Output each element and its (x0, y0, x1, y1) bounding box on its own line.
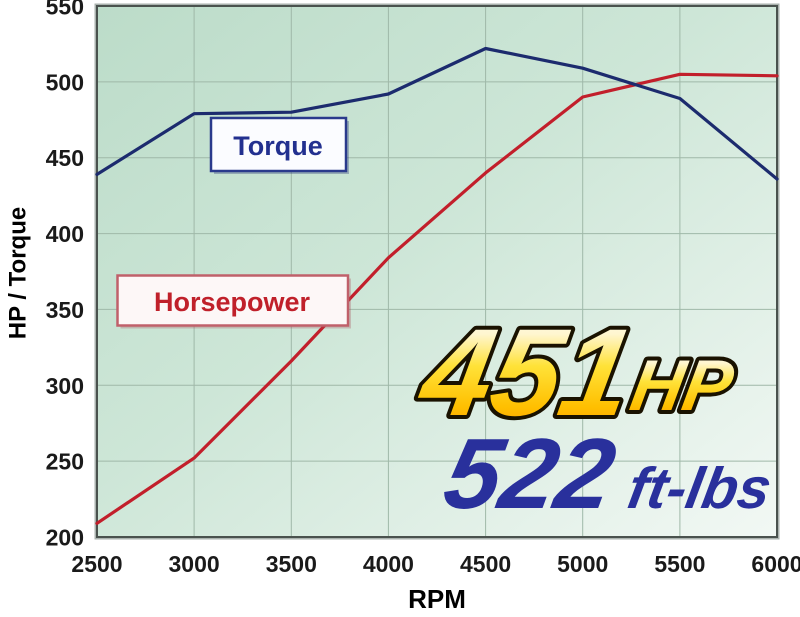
svg-text:6000: 6000 (751, 551, 800, 577)
svg-text:300: 300 (46, 373, 84, 399)
svg-text:HP / Torque: HP / Torque (4, 207, 31, 339)
svg-text:Horsepower: Horsepower (154, 287, 311, 317)
svg-text:4000: 4000 (363, 551, 414, 577)
svg-text:450: 450 (46, 145, 84, 171)
svg-text:RPM: RPM (408, 584, 466, 614)
svg-text:400: 400 (46, 221, 84, 247)
svg-text:3500: 3500 (266, 551, 317, 577)
svg-text:3000: 3000 (169, 551, 220, 577)
svg-text:2500: 2500 (71, 551, 122, 577)
svg-text:HP: HP (625, 345, 740, 425)
svg-text:350: 350 (46, 297, 84, 323)
svg-text:ft-lbs: ft-lbs (623, 456, 776, 521)
svg-text:5000: 5000 (557, 551, 608, 577)
svg-text:200: 200 (46, 525, 84, 551)
svg-text:Torque: Torque (233, 131, 323, 161)
svg-text:500: 500 (46, 69, 84, 95)
svg-text:550: 550 (46, 0, 84, 20)
svg-text:522: 522 (437, 419, 623, 530)
svg-text:4500: 4500 (460, 551, 511, 577)
svg-text:5500: 5500 (654, 551, 705, 577)
svg-text:250: 250 (46, 449, 84, 475)
